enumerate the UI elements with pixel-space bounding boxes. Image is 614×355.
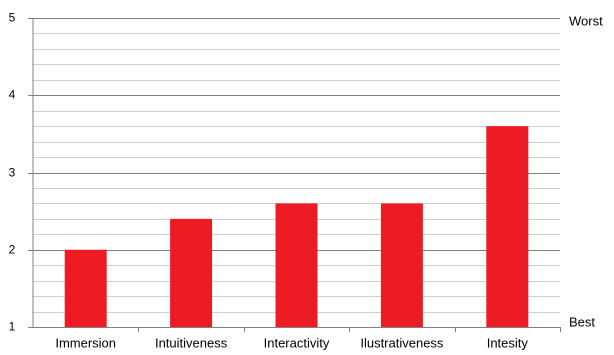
category-label: Ilustrativeness [360,335,444,350]
y-tick-label: 1 [9,320,16,334]
axes [28,18,561,332]
y-tick-label: 2 [9,243,16,257]
category-label: Immersion [55,335,116,350]
bar-intesity [486,126,529,328]
bar-immersion [64,249,107,327]
category-label: Interactivity [264,335,330,350]
grid [33,18,560,313]
category-labels: Immersion Intuitiveness Interactivity Ilust… [55,335,528,350]
bar-intuitiveness [170,218,213,327]
category-label: Intesity [487,335,529,350]
bars [64,126,529,328]
y-tick-label: 3 [9,166,16,180]
y-tick-label: 5 [9,11,16,25]
bar-interactivity [275,203,318,327]
category-label: Intuitiveness [155,335,228,350]
best-label: Best [569,314,595,329]
bar-ilustrativeness [380,203,423,327]
y-tick-labels: 1 2 3 4 5 [9,11,16,334]
worst-label: Worst [569,13,603,28]
y-tick-label: 4 [9,88,16,102]
